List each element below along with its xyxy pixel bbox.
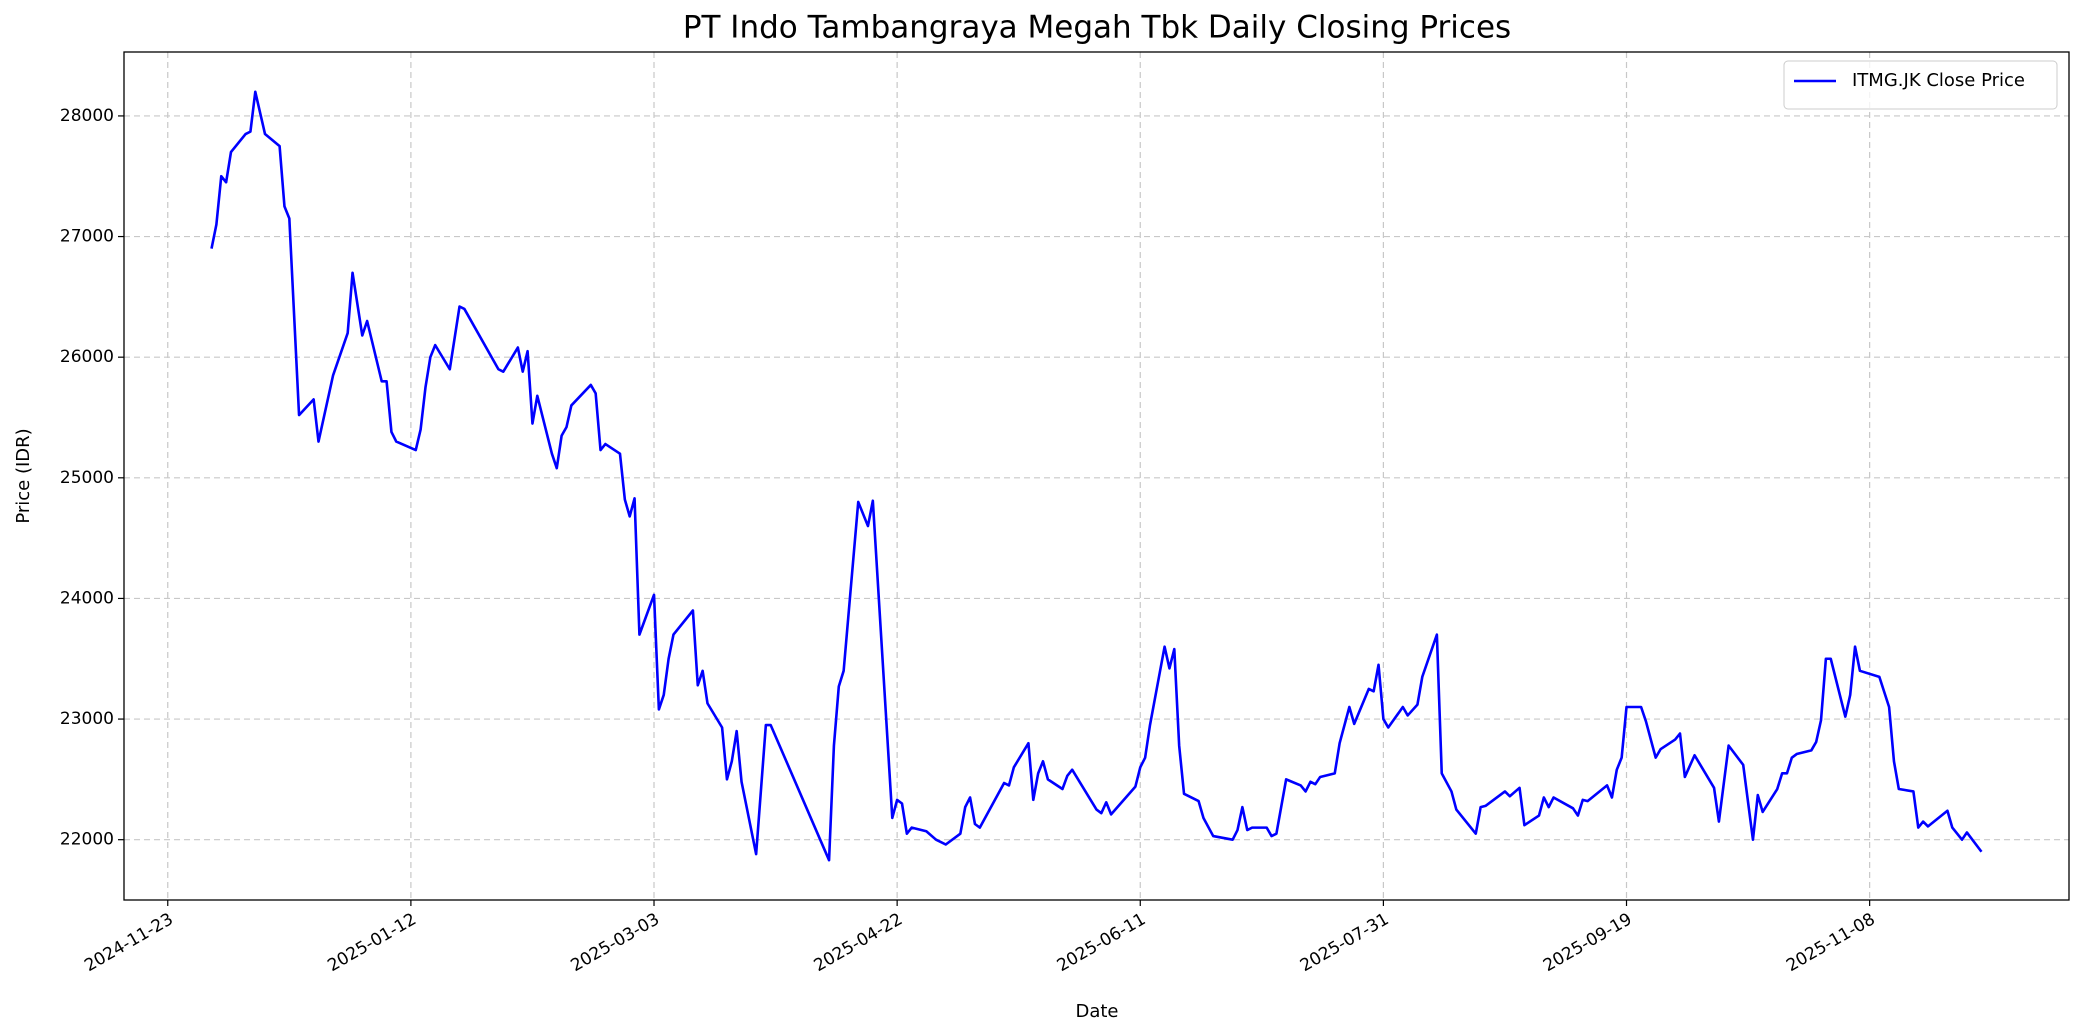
legend-box — [1783, 60, 2058, 110]
y-axis-label: Price (IDR) — [13, 428, 34, 523]
x-tick-label: 2025-04-22 — [811, 909, 907, 976]
price-line — [210, 90, 1983, 862]
x-tick-label: 2024-11-23 — [81, 909, 177, 976]
chart-title: PT Indo Tambangraya Megah Tbk Daily Clos… — [683, 10, 1511, 46]
legend-label: ITMG.JK Close Price — [1852, 70, 2025, 91]
y-tick-label: 23000 — [60, 709, 114, 729]
x-tick-label: 2025-01-12 — [324, 909, 420, 976]
x-tick-label: 2025-06-11 — [1054, 909, 1150, 976]
y-tick-label: 24000 — [60, 588, 114, 608]
legend: ITMG.JK Close Price — [1783, 60, 2058, 110]
x-tick-label: 2025-09-19 — [1540, 909, 1636, 976]
y-tick-label: 26000 — [60, 347, 114, 367]
y-tick-label: 25000 — [60, 468, 114, 488]
x-tick-label: 2025-07-31 — [1297, 909, 1393, 976]
plot-frame — [123, 51, 2070, 901]
x-tick-label: 2025-11-08 — [1783, 909, 1879, 976]
x-tick-label: 2025-03-03 — [567, 909, 663, 976]
x-axis-label: Date — [1075, 1001, 1118, 1022]
y-tick-label: 27000 — [60, 227, 114, 247]
y-tick-label: 22000 — [60, 830, 114, 850]
y-tick-label: 28000 — [60, 106, 114, 126]
